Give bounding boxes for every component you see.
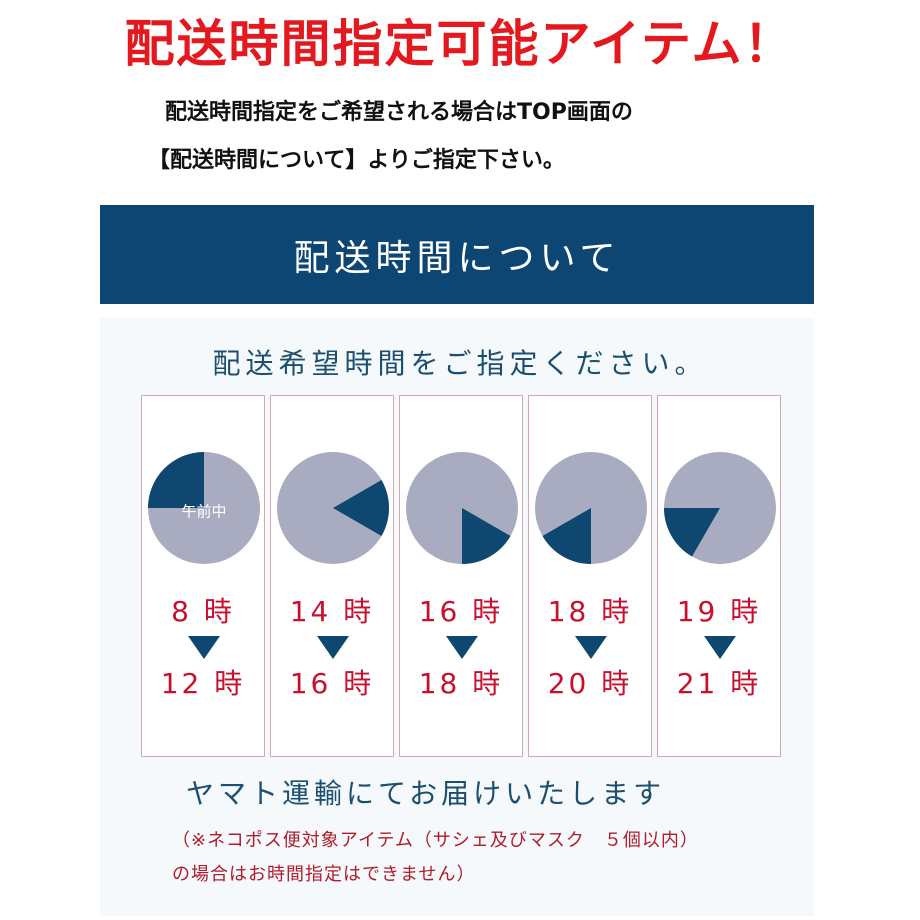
clock-icon	[406, 452, 518, 564]
time-slot-card-18-20: 18 時 20 時	[528, 395, 652, 757]
clock-wedge	[542, 508, 591, 564]
intro-line-2: 【配送時間について】よりご指定下さい。	[148, 148, 565, 173]
exception-notice-line-1: （※ネコポス便対象アイテム（サシェ及びマスク ５個以内）	[172, 830, 699, 851]
arrow-down-icon	[704, 636, 736, 659]
slot-start-time: 19 時	[676, 595, 762, 628]
section-title: 配送時間について	[293, 237, 621, 279]
clock-wedge	[462, 508, 511, 564]
slot-start-time: 14 時	[289, 595, 375, 628]
clock-label: 午前中	[181, 503, 226, 521]
slot-end-time: 18 時	[418, 667, 504, 700]
clock-wedge	[333, 480, 389, 536]
intro-line-1: 配送時間指定をご希望される場合はTOP画面の	[165, 100, 633, 125]
arrow-down-icon	[188, 636, 220, 659]
clock-icon: 午前中	[148, 452, 260, 564]
arrow-down-icon	[446, 636, 478, 659]
arrow-down-icon	[575, 636, 607, 659]
headline: 配送時間指定可能アイテム！	[124, 15, 796, 73]
slot-end-time: 20 時	[547, 667, 633, 700]
slot-start-time: 18 時	[547, 595, 633, 628]
time-slot-card-morning: 午前中 8 時 12 時	[141, 395, 265, 757]
delivery-carrier-note: ヤマト運輸にてお届けいたします	[186, 777, 666, 810]
clock-icon	[535, 452, 647, 564]
slot-end-time: 21 時	[676, 667, 762, 700]
clock-icon	[664, 452, 776, 564]
slot-end-time: 16 時	[289, 667, 375, 700]
arrow-down-icon	[317, 636, 349, 659]
time-slot-card-16-18: 16 時 18 時	[399, 395, 523, 757]
clock-icon	[277, 452, 389, 564]
clock-wedge	[148, 452, 204, 508]
slot-end-time: 12 時	[160, 667, 246, 700]
time-slot-card-14-16: 14 時 16 時	[270, 395, 394, 757]
clock-wedge	[664, 508, 720, 557]
exception-notice-line-2: の場合はお時間指定はできません）	[172, 864, 476, 885]
panel-heading: 配送希望時間をご指定ください。	[212, 347, 708, 380]
slot-start-time: 16 時	[418, 595, 504, 628]
time-slot-card-19-21: 19 時 21 時	[657, 395, 781, 757]
slot-start-time: 8 時	[171, 595, 235, 628]
section-banner: 配送時間について	[100, 205, 814, 304]
